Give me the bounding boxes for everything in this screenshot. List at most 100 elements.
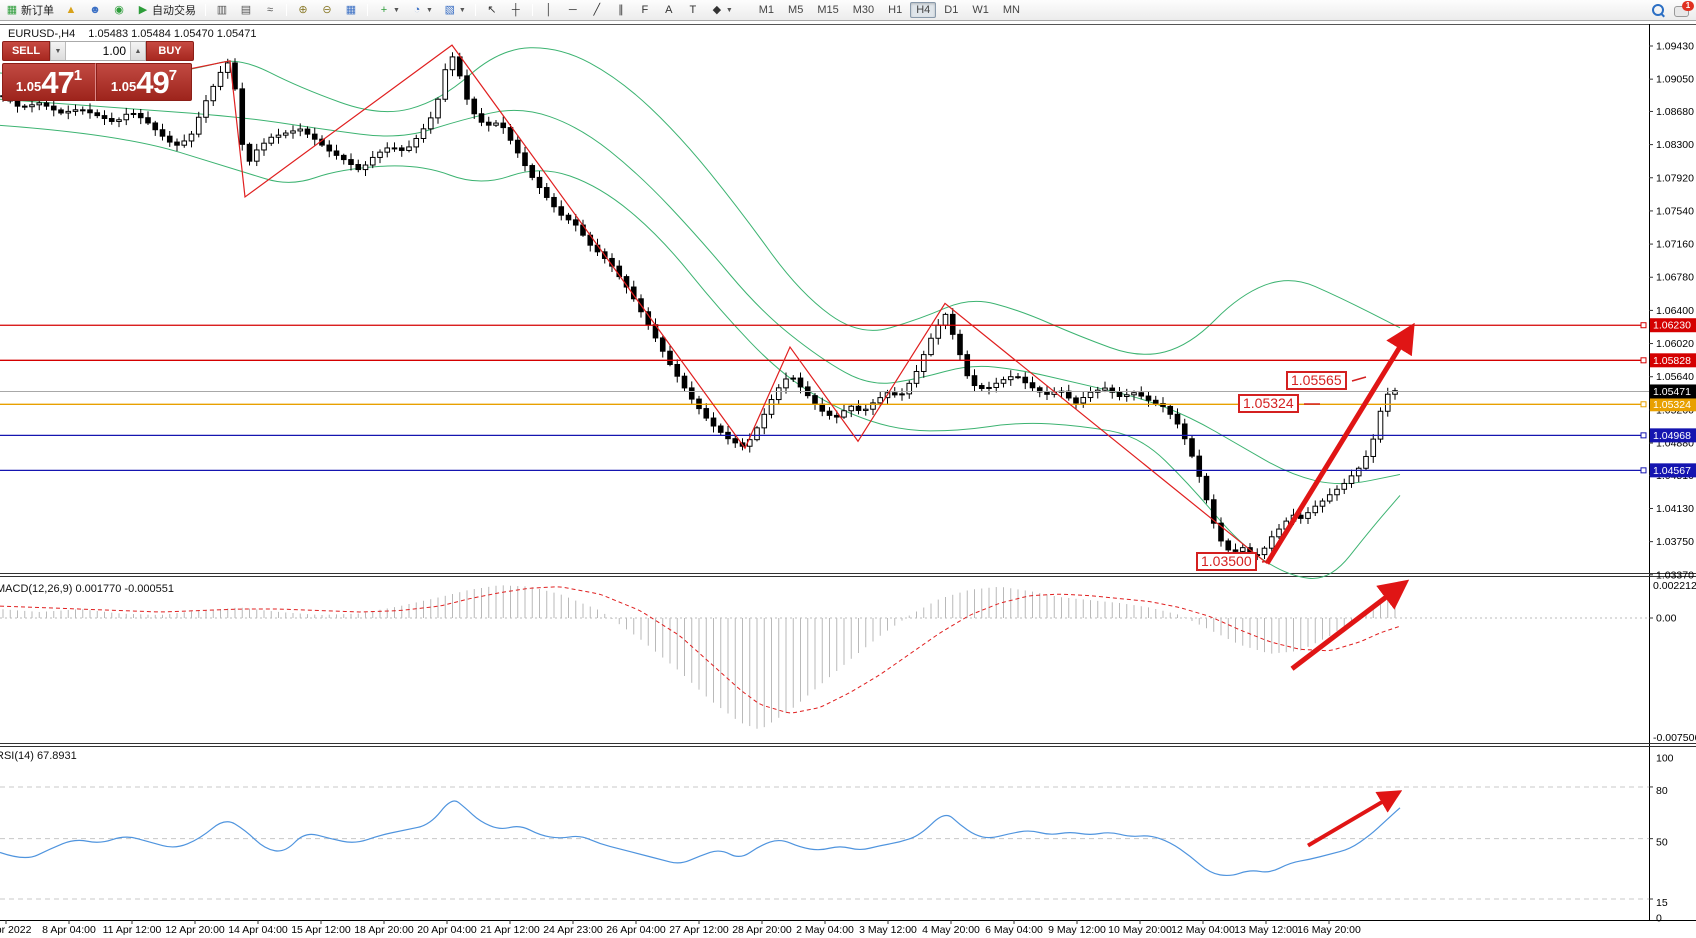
svg-text:12 Apr 20:00: 12 Apr 20:00: [165, 924, 225, 936]
bollinger-upper-line: [0, 47, 1401, 355]
ask-price-box[interactable]: 1.05 49 7: [96, 63, 192, 101]
text-icon: A: [665, 4, 673, 16]
search-icon[interactable]: [1652, 4, 1665, 18]
volume-increase-icon[interactable]: ▲: [130, 42, 146, 60]
cursor-icon: ↖: [487, 4, 497, 16]
price-label-1-05324[interactable]: 1.05324: [1238, 394, 1299, 413]
svg-text:4 May 20:00: 4 May 20:00: [922, 924, 980, 936]
chart-canvas[interactable]: 1.09430 1.09050 1.08680 1.08300 1.07920 1.075…: [0, 20, 1696, 938]
timeframe-button-m5[interactable]: M5: [788, 4, 804, 16]
svg-text:1.05640: 1.05640: [1656, 371, 1694, 383]
shapes-button[interactable]: ◆ ▼: [706, 1, 737, 19]
chart-bars-button[interactable]: ▥: [211, 1, 233, 19]
svg-text:1.05471: 1.05471: [1653, 386, 1691, 398]
rsi-indicator-label: RSI(14) 67.8931: [0, 750, 77, 762]
svg-text:26 Apr 04:00: 26 Apr 04:00: [606, 924, 666, 936]
chevron-down-icon: ▼: [425, 6, 433, 14]
timeframe-button-h4[interactable]: H4: [910, 2, 937, 18]
price-label-1-03500[interactable]: 1.03500: [1196, 552, 1257, 571]
cursor-button[interactable]: ↖: [481, 1, 503, 19]
label-button[interactable]: T: [682, 1, 704, 19]
ohlc-values: 1.05483 1.05484 1.05470 1.05471: [88, 28, 257, 40]
profile-button[interactable]: ☻: [84, 1, 106, 19]
zoom-in-icon: ⊕: [298, 4, 308, 16]
svg-text:1.03370: 1.03370: [1656, 569, 1694, 581]
hline-button[interactable]: ─: [562, 1, 584, 19]
timeframe-button-w1[interactable]: W1: [972, 4, 989, 16]
zoom-in-button[interactable]: ⊕: [292, 1, 314, 19]
favorites-button[interactable]: ▲: [60, 1, 82, 19]
svg-text:1.04567: 1.04567: [1653, 465, 1691, 477]
rsi-line: [0, 800, 1401, 877]
toolbar-right-group: 1: [1646, 1, 1694, 18]
svg-text:100: 100: [1656, 753, 1674, 765]
tile-windows-button[interactable]: ▦: [340, 1, 362, 19]
svg-text:1.08300: 1.08300: [1656, 139, 1694, 151]
zoom-out-icon: ⊖: [322, 4, 332, 16]
bid-small: 1.05: [15, 79, 42, 94]
new-order-button[interactable]: ▦ 新订单: [1, 1, 58, 19]
timeframe-button-m1[interactable]: M1: [758, 4, 775, 16]
periods-button[interactable]: ◔ ▼: [406, 1, 437, 19]
macd-indicator-label: MACD(12,26,9) 0.001770 -0.000551: [0, 583, 174, 595]
autotrade-button[interactable]: ▶ 自动交易: [132, 1, 200, 19]
svg-text:1.07920: 1.07920: [1656, 172, 1694, 184]
chevron-down-icon: ▼: [458, 6, 466, 14]
svg-text:1.05324: 1.05324: [1653, 399, 1691, 411]
periods-icon: ◔: [413, 4, 421, 16]
timeframe-button-mn[interactable]: MN: [1002, 4, 1020, 16]
toolbar-separator: [286, 4, 287, 16]
sell-button[interactable]: SELL: [2, 41, 50, 61]
channel-button[interactable]: ∥: [610, 1, 632, 19]
toolbar-separator: [205, 4, 206, 16]
signals-button[interactable]: ◉: [108, 1, 130, 19]
chevron-down-icon: ▼: [725, 6, 733, 14]
svg-text:80: 80: [1656, 785, 1668, 797]
vline-icon: │: [545, 4, 553, 16]
timeframe-button-h1[interactable]: H1: [888, 4, 903, 16]
trendline-button[interactable]: ╱: [586, 1, 608, 19]
vline-button[interactable]: │: [538, 1, 560, 19]
svg-text:1.06780: 1.06780: [1656, 272, 1694, 284]
buy-button[interactable]: BUY: [146, 41, 194, 61]
svg-text:1.08680: 1.08680: [1656, 106, 1694, 118]
signals-icon: ◉: [114, 4, 124, 16]
svg-text:15: 15: [1656, 897, 1668, 909]
bid-price-box[interactable]: 1.05 47 1: [2, 63, 96, 101]
svg-text:2 May 04:00: 2 May 04:00: [796, 924, 854, 936]
text-button[interactable]: A: [658, 1, 680, 19]
ask-big: 49: [136, 65, 169, 100]
toolbar-separator: [367, 4, 368, 16]
timeframe-button-d1[interactable]: D1: [944, 4, 959, 16]
chart-line-button[interactable]: ≈: [259, 1, 281, 19]
ask-small: 1.05: [110, 79, 137, 94]
volume-decrease-icon[interactable]: ▼: [50, 42, 66, 60]
timeframe-button-m15[interactable]: M15: [817, 4, 839, 16]
svg-text:24 Apr 23:00: 24 Apr 23:00: [543, 924, 603, 936]
zoom-out-button[interactable]: ⊖: [316, 1, 338, 19]
svg-text:11 Apr 12:00: 11 Apr 12:00: [103, 924, 162, 936]
new-order-icon: ▦: [6, 4, 18, 16]
chart-candles-button[interactable]: ▤: [235, 1, 257, 19]
bollinger-lower-line: [0, 124, 1401, 580]
price-label-1-05565[interactable]: 1.05565: [1286, 371, 1347, 390]
indicators-button[interactable]: + ▼: [373, 1, 404, 19]
fibonacci-button[interactable]: F: [634, 1, 656, 19]
svg-text:1.03750: 1.03750: [1656, 536, 1694, 548]
bid-sup: 1: [73, 67, 83, 84]
channel-icon: ∥: [618, 4, 624, 16]
volume-input[interactable]: [66, 42, 130, 60]
timeframe-toolbar: M1 M5 M15 M30 H1 H4 D1 W1 MN: [752, 2, 1027, 18]
templates-button[interactable]: ▧ ▼: [439, 1, 470, 19]
volume-stepper: ▼ ▲: [50, 41, 146, 61]
notifications-button[interactable]: 1: [1674, 1, 1694, 17]
svg-text:50: 50: [1656, 837, 1668, 849]
timeframe-button-m30[interactable]: M30: [852, 4, 875, 16]
svg-text:9 May 12:00: 9 May 12:00: [1048, 924, 1106, 936]
svg-text:6 May 04:00: 6 May 04:00: [985, 924, 1043, 936]
svg-text:1.07160: 1.07160: [1656, 239, 1694, 251]
svg-text:1.04130: 1.04130: [1656, 503, 1694, 515]
rsi-panel: [0, 786, 1649, 900]
trend-arrow-rsi: [1306, 790, 1403, 848]
crosshair-button[interactable]: ┼: [505, 1, 527, 19]
